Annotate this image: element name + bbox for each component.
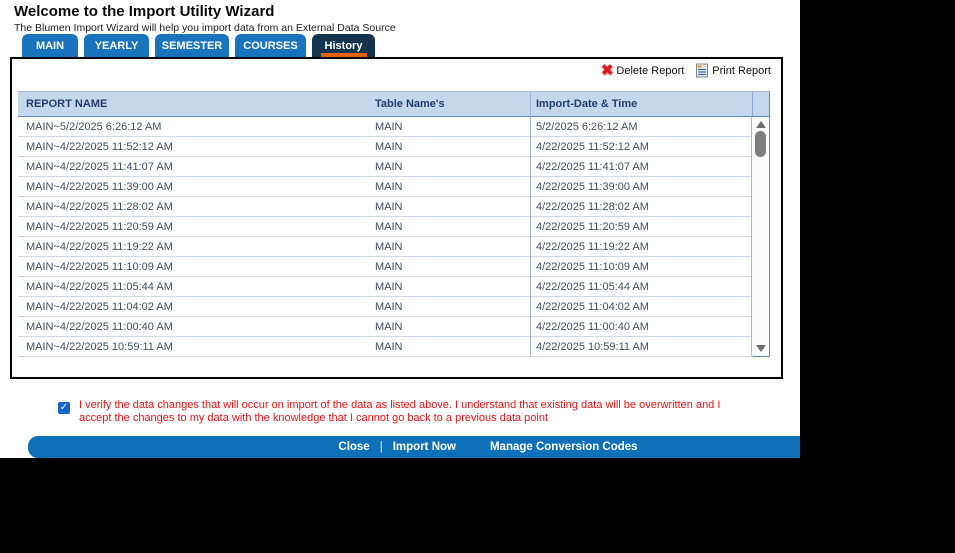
table-row[interactable]: MAIN~4/22/2025 11:19:22 AM MAIN 4/22/202… <box>18 237 753 257</box>
cell-report-name: MAIN~4/22/2025 11:05:44 AM <box>26 281 173 293</box>
cell-report-name: MAIN~4/22/2025 11:52:12 AM <box>26 141 173 153</box>
delete-report-label: Delete Report <box>616 64 685 77</box>
cell-report-name: MAIN~5/2/2025 6:26:12 AM <box>26 121 162 133</box>
table-row[interactable]: MAIN~4/22/2025 11:05:44 AM MAIN 4/22/202… <box>18 277 753 297</box>
cell-table-name: MAIN <box>375 281 403 293</box>
page-title: Welcome to the Import Utility Wizard <box>14 3 275 20</box>
column-header-table-name[interactable]: Table Name's <box>375 98 445 110</box>
cell-report-name: MAIN~4/22/2025 11:19:22 AM <box>26 241 173 253</box>
scroll-down-icon[interactable] <box>756 345 766 352</box>
cell-import-date: 4/22/2025 10:59:11 AM <box>536 341 649 353</box>
action-bar-links: Close | Import Now Manage Conversion Cod… <box>176 436 800 458</box>
import-wizard-window: Welcome to the Import Utility Wizard The… <box>0 0 800 458</box>
print-report-icon <box>696 63 709 78</box>
report-toolbar: ✖ Delete Report Print Report <box>601 63 771 78</box>
action-separator: | <box>379 441 383 453</box>
tab-yearly[interactable]: YEARLY <box>84 34 149 57</box>
table-row[interactable]: MAIN~4/22/2025 11:00:40 AM MAIN 4/22/202… <box>18 317 753 337</box>
table-row[interactable]: MAIN~4/22/2025 11:20:59 AM MAIN 4/22/202… <box>18 217 753 237</box>
cell-table-name: MAIN <box>375 221 403 233</box>
cell-table-name: MAIN <box>375 181 403 193</box>
delete-report-button[interactable]: ✖ Delete Report <box>600 61 685 79</box>
cell-report-name: MAIN~4/22/2025 11:20:59 AM <box>26 221 173 233</box>
import-column-divider <box>530 91 531 357</box>
header-scrollbar-divider <box>752 92 753 116</box>
cell-report-name: MAIN~4/22/2025 10:59:11 AM <box>26 341 173 353</box>
cell-report-name: MAIN~4/22/2025 11:39:00 AM <box>26 181 173 193</box>
table-row[interactable]: MAIN~4/22/2025 11:28:02 AM MAIN 4/22/202… <box>18 197 753 217</box>
cell-table-name: MAIN <box>375 261 403 273</box>
cell-table-name: MAIN <box>375 341 403 353</box>
column-header-import-date[interactable]: Import-Date & Time <box>536 98 638 110</box>
table-row[interactable]: MAIN~4/22/2025 11:39:00 AM MAIN 4/22/202… <box>18 177 753 197</box>
table-row[interactable]: MAIN~4/22/2025 11:41:07 AM MAIN 4/22/202… <box>18 157 753 177</box>
cell-import-date: 4/22/2025 11:20:59 AM <box>536 221 649 233</box>
cell-import-date: 4/22/2025 11:52:12 AM <box>536 141 649 153</box>
cell-table-name: MAIN <box>375 241 403 253</box>
cell-import-date: 4/22/2025 11:10:09 AM <box>536 261 649 273</box>
table-row[interactable]: MAIN~4/22/2025 11:04:02 AM MAIN 4/22/202… <box>18 297 753 317</box>
cell-import-date: 5/2/2025 6:26:12 AM <box>536 121 638 133</box>
table-row[interactable]: MAIN~4/22/2025 11:10:09 AM MAIN 4/22/202… <box>18 257 753 277</box>
table-header-row: REPORT NAME Table Name's Import-Date & T… <box>18 91 769 117</box>
table-body: MAIN~5/2/2025 6:26:12 AM MAIN 5/2/2025 6… <box>18 117 753 357</box>
cell-table-name: MAIN <box>375 201 403 213</box>
active-tab-underline <box>320 53 367 57</box>
cell-report-name: MAIN~4/22/2025 11:04:02 AM <box>26 301 173 313</box>
table-row[interactable]: MAIN~4/22/2025 11:52:12 AM MAIN 4/22/202… <box>18 137 753 157</box>
verify-checkbox[interactable]: ✓ <box>58 402 70 414</box>
cell-import-date: 4/22/2025 11:41:07 AM <box>536 161 649 173</box>
cell-table-name: MAIN <box>375 121 403 133</box>
bottom-black-region <box>0 458 955 553</box>
cell-import-date: 4/22/2025 11:00:40 AM <box>536 321 649 333</box>
cell-import-date: 4/22/2025 11:05:44 AM <box>536 281 649 293</box>
tab-history[interactable]: History <box>312 34 375 57</box>
action-bar: Close | Import Now Manage Conversion Cod… <box>28 436 800 458</box>
tab-semester[interactable]: SEMESTER <box>155 34 229 57</box>
report-history-table: REPORT NAME Table Name's Import-Date & T… <box>18 91 770 357</box>
verify-warning-text: I verify the data changes that will occu… <box>79 399 721 424</box>
import-now-button[interactable]: Import Now <box>392 441 456 453</box>
cell-import-date: 4/22/2025 11:19:22 AM <box>536 241 649 253</box>
scroll-up-icon[interactable] <box>756 121 766 128</box>
verify-row: ✓ I verify the data changes that will oc… <box>58 399 738 424</box>
cell-table-name: MAIN <box>375 161 403 173</box>
tab-courses[interactable]: COURSES <box>235 34 306 57</box>
page-subtitle: The Blumen Import Wizard will help you i… <box>14 22 396 34</box>
tab-main[interactable]: MAIN <box>22 34 78 57</box>
scrollbar-thumb[interactable] <box>755 131 766 157</box>
column-header-report-name[interactable]: REPORT NAME <box>26 98 108 110</box>
manage-conversion-codes-button[interactable]: Manage Conversion Codes <box>489 441 638 453</box>
cell-table-name: MAIN <box>375 301 403 313</box>
delete-x-icon: ✖ <box>600 61 614 79</box>
cell-import-date: 4/22/2025 11:39:00 AM <box>536 181 649 193</box>
print-report-button[interactable]: Print Report <box>694 63 771 78</box>
cell-report-name: MAIN~4/22/2025 11:28:02 AM <box>26 201 173 213</box>
cell-import-date: 4/22/2025 11:28:02 AM <box>536 201 649 213</box>
close-button[interactable]: Close <box>338 441 370 453</box>
tab-history-label: History <box>324 39 363 52</box>
table-row[interactable]: MAIN~4/22/2025 10:59:11 AM MAIN 4/22/202… <box>18 337 753 357</box>
cell-table-name: MAIN <box>375 141 403 153</box>
cell-table-name: MAIN <box>375 321 403 333</box>
cell-report-name: MAIN~4/22/2025 11:10:09 AM <box>26 261 173 273</box>
table-scrollbar[interactable] <box>751 117 768 356</box>
cell-report-name: MAIN~4/22/2025 11:41:07 AM <box>26 161 173 173</box>
history-panel: ✖ Delete Report Print Report REPORT NAME… <box>10 57 783 379</box>
cell-report-name: MAIN~4/22/2025 11:00:40 AM <box>26 321 173 333</box>
tab-bar: MAIN YEARLY SEMESTER COURSES History <box>22 34 375 57</box>
cell-import-date: 4/22/2025 11:04:02 AM <box>536 301 649 313</box>
table-row[interactable]: MAIN~5/2/2025 6:26:12 AM MAIN 5/2/2025 6… <box>18 117 753 137</box>
print-report-label: Print Report <box>712 64 771 77</box>
